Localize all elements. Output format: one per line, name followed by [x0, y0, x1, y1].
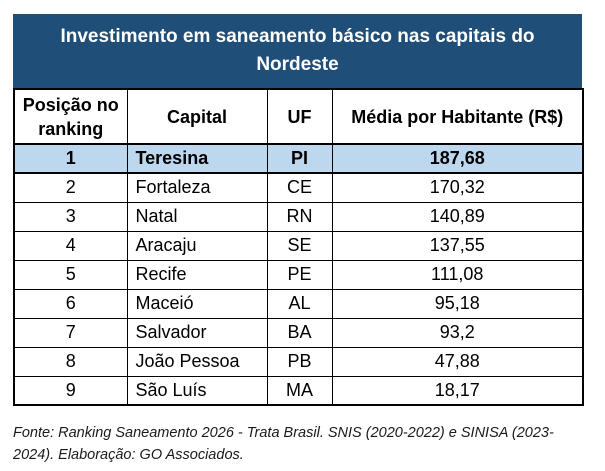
table-row: 7 Salvador BA 93,2 [13, 317, 584, 348]
cell-position: 5 [13, 259, 128, 290]
cell-capital: Maceió [126, 288, 268, 319]
cell-uf: SE [266, 230, 333, 261]
table-row: 6 Maceió AL 95,18 [13, 288, 584, 319]
cell-capital: Teresina [126, 143, 268, 174]
cell-value: 140,89 [331, 201, 584, 232]
table-row: 9 São Luís MA 18,17 [13, 375, 584, 406]
source-note-line-2: 2024). Elaboração: GO Associados. [13, 447, 244, 463]
column-header-uf: UF [266, 88, 333, 145]
cell-value: 111,08 [331, 259, 584, 290]
cell-position: 1 [13, 143, 128, 174]
cell-uf: PI [266, 143, 333, 174]
cell-value: 137,55 [331, 230, 584, 261]
source-note: Fonte: Ranking Saneamento 2026 - Trata B… [13, 422, 588, 466]
cell-value: 170,32 [331, 172, 584, 203]
source-note-line-1: Fonte: Ranking Saneamento 2026 - Trata B… [13, 425, 554, 441]
sanitation-ranking-table: Posição no ranking Capital UF Média por … [13, 88, 584, 406]
cell-capital: Natal [126, 201, 268, 232]
cell-position: 8 [13, 346, 128, 377]
cell-capital: Recife [126, 259, 268, 290]
cell-value: 95,18 [331, 288, 584, 319]
cell-value: 187,68 [331, 143, 584, 174]
table-header: Posição no ranking Capital UF Média por … [13, 88, 584, 145]
table-title-banner: Investimento em saneamento básico nas ca… [13, 14, 582, 88]
column-header-value: Média por Habitante (R$) [331, 88, 584, 145]
cell-position: 4 [13, 230, 128, 261]
cell-capital: João Pessoa [126, 346, 268, 377]
cell-uf: PB [266, 346, 333, 377]
table-row: 8 João Pessoa PB 47,88 [13, 346, 584, 377]
table-row: 2 Fortaleza CE 170,32 [13, 172, 584, 203]
table-header-row: Posição no ranking Capital UF Média por … [13, 88, 584, 145]
cell-position: 7 [13, 317, 128, 348]
cell-position: 2 [13, 172, 128, 203]
table-row: 5 Recife PE 111,08 [13, 259, 584, 290]
cell-capital: Aracaju [126, 230, 268, 261]
cell-value: 47,88 [331, 346, 584, 377]
cell-uf: PE [266, 259, 333, 290]
cell-value: 93,2 [331, 317, 584, 348]
cell-capital: São Luís [126, 375, 268, 406]
cell-position: 6 [13, 288, 128, 319]
cell-uf: CE [266, 172, 333, 203]
cell-capital: Salvador [126, 317, 268, 348]
cell-position: 3 [13, 201, 128, 232]
table-row: 4 Aracaju SE 137,55 [13, 230, 584, 261]
table-body: 1 Teresina PI 187,68 2 Fortaleza CE 170,32 3 Nata… [13, 143, 584, 406]
cell-uf: BA [266, 317, 333, 348]
cell-capital: Fortaleza [126, 172, 268, 203]
column-header-capital: Capital [126, 88, 268, 145]
cell-value: 18,17 [331, 375, 584, 406]
table-row: 3 Natal RN 140,89 [13, 201, 584, 232]
cell-uf: MA [266, 375, 333, 406]
table-title-line-1: Investimento em saneamento básico nas ca… [60, 26, 535, 47]
table-row: 1 Teresina PI 187,68 [13, 143, 584, 174]
table-title-line-2: Nordeste [256, 54, 339, 75]
cell-position: 9 [13, 375, 128, 406]
cell-uf: AL [266, 288, 333, 319]
column-header-position: Posição no ranking [13, 88, 128, 145]
cell-uf: RN [266, 201, 333, 232]
